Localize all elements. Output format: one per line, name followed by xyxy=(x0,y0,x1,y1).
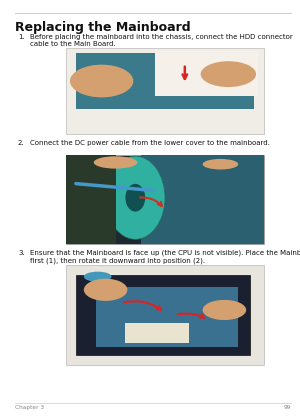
Bar xyxy=(155,51,258,96)
Text: Connect the DC power cable from the lower cover to the mainboard.: Connect the DC power cable from the lowe… xyxy=(30,140,270,146)
Bar xyxy=(141,155,264,244)
Ellipse shape xyxy=(70,65,133,97)
Text: Replacing the Mainboard: Replacing the Mainboard xyxy=(15,21,190,34)
Bar xyxy=(66,265,264,365)
Ellipse shape xyxy=(84,279,128,301)
Ellipse shape xyxy=(202,300,246,320)
Ellipse shape xyxy=(201,61,256,87)
Text: Before placing the mainboard into the chassis, connect the HDD connector cable t: Before placing the mainboard into the ch… xyxy=(30,34,293,47)
Circle shape xyxy=(125,184,145,212)
Ellipse shape xyxy=(94,156,137,168)
Ellipse shape xyxy=(202,159,238,170)
Bar xyxy=(76,52,254,108)
Text: 2.: 2. xyxy=(18,140,25,146)
Ellipse shape xyxy=(84,272,112,282)
Bar xyxy=(96,287,238,347)
Text: 3.: 3. xyxy=(18,250,25,256)
Circle shape xyxy=(106,156,165,239)
Bar xyxy=(76,275,250,355)
Text: Ensure that the Mainboard is face up (the CPU is not visible). Place the Mainboa: Ensure that the Mainboard is face up (th… xyxy=(30,250,300,264)
Bar xyxy=(66,155,116,244)
Text: 1.: 1. xyxy=(18,34,25,39)
Bar xyxy=(66,155,264,244)
Bar xyxy=(125,323,189,343)
Bar xyxy=(66,48,264,134)
Text: 99: 99 xyxy=(284,405,291,410)
Text: Chapter 3: Chapter 3 xyxy=(15,405,44,410)
